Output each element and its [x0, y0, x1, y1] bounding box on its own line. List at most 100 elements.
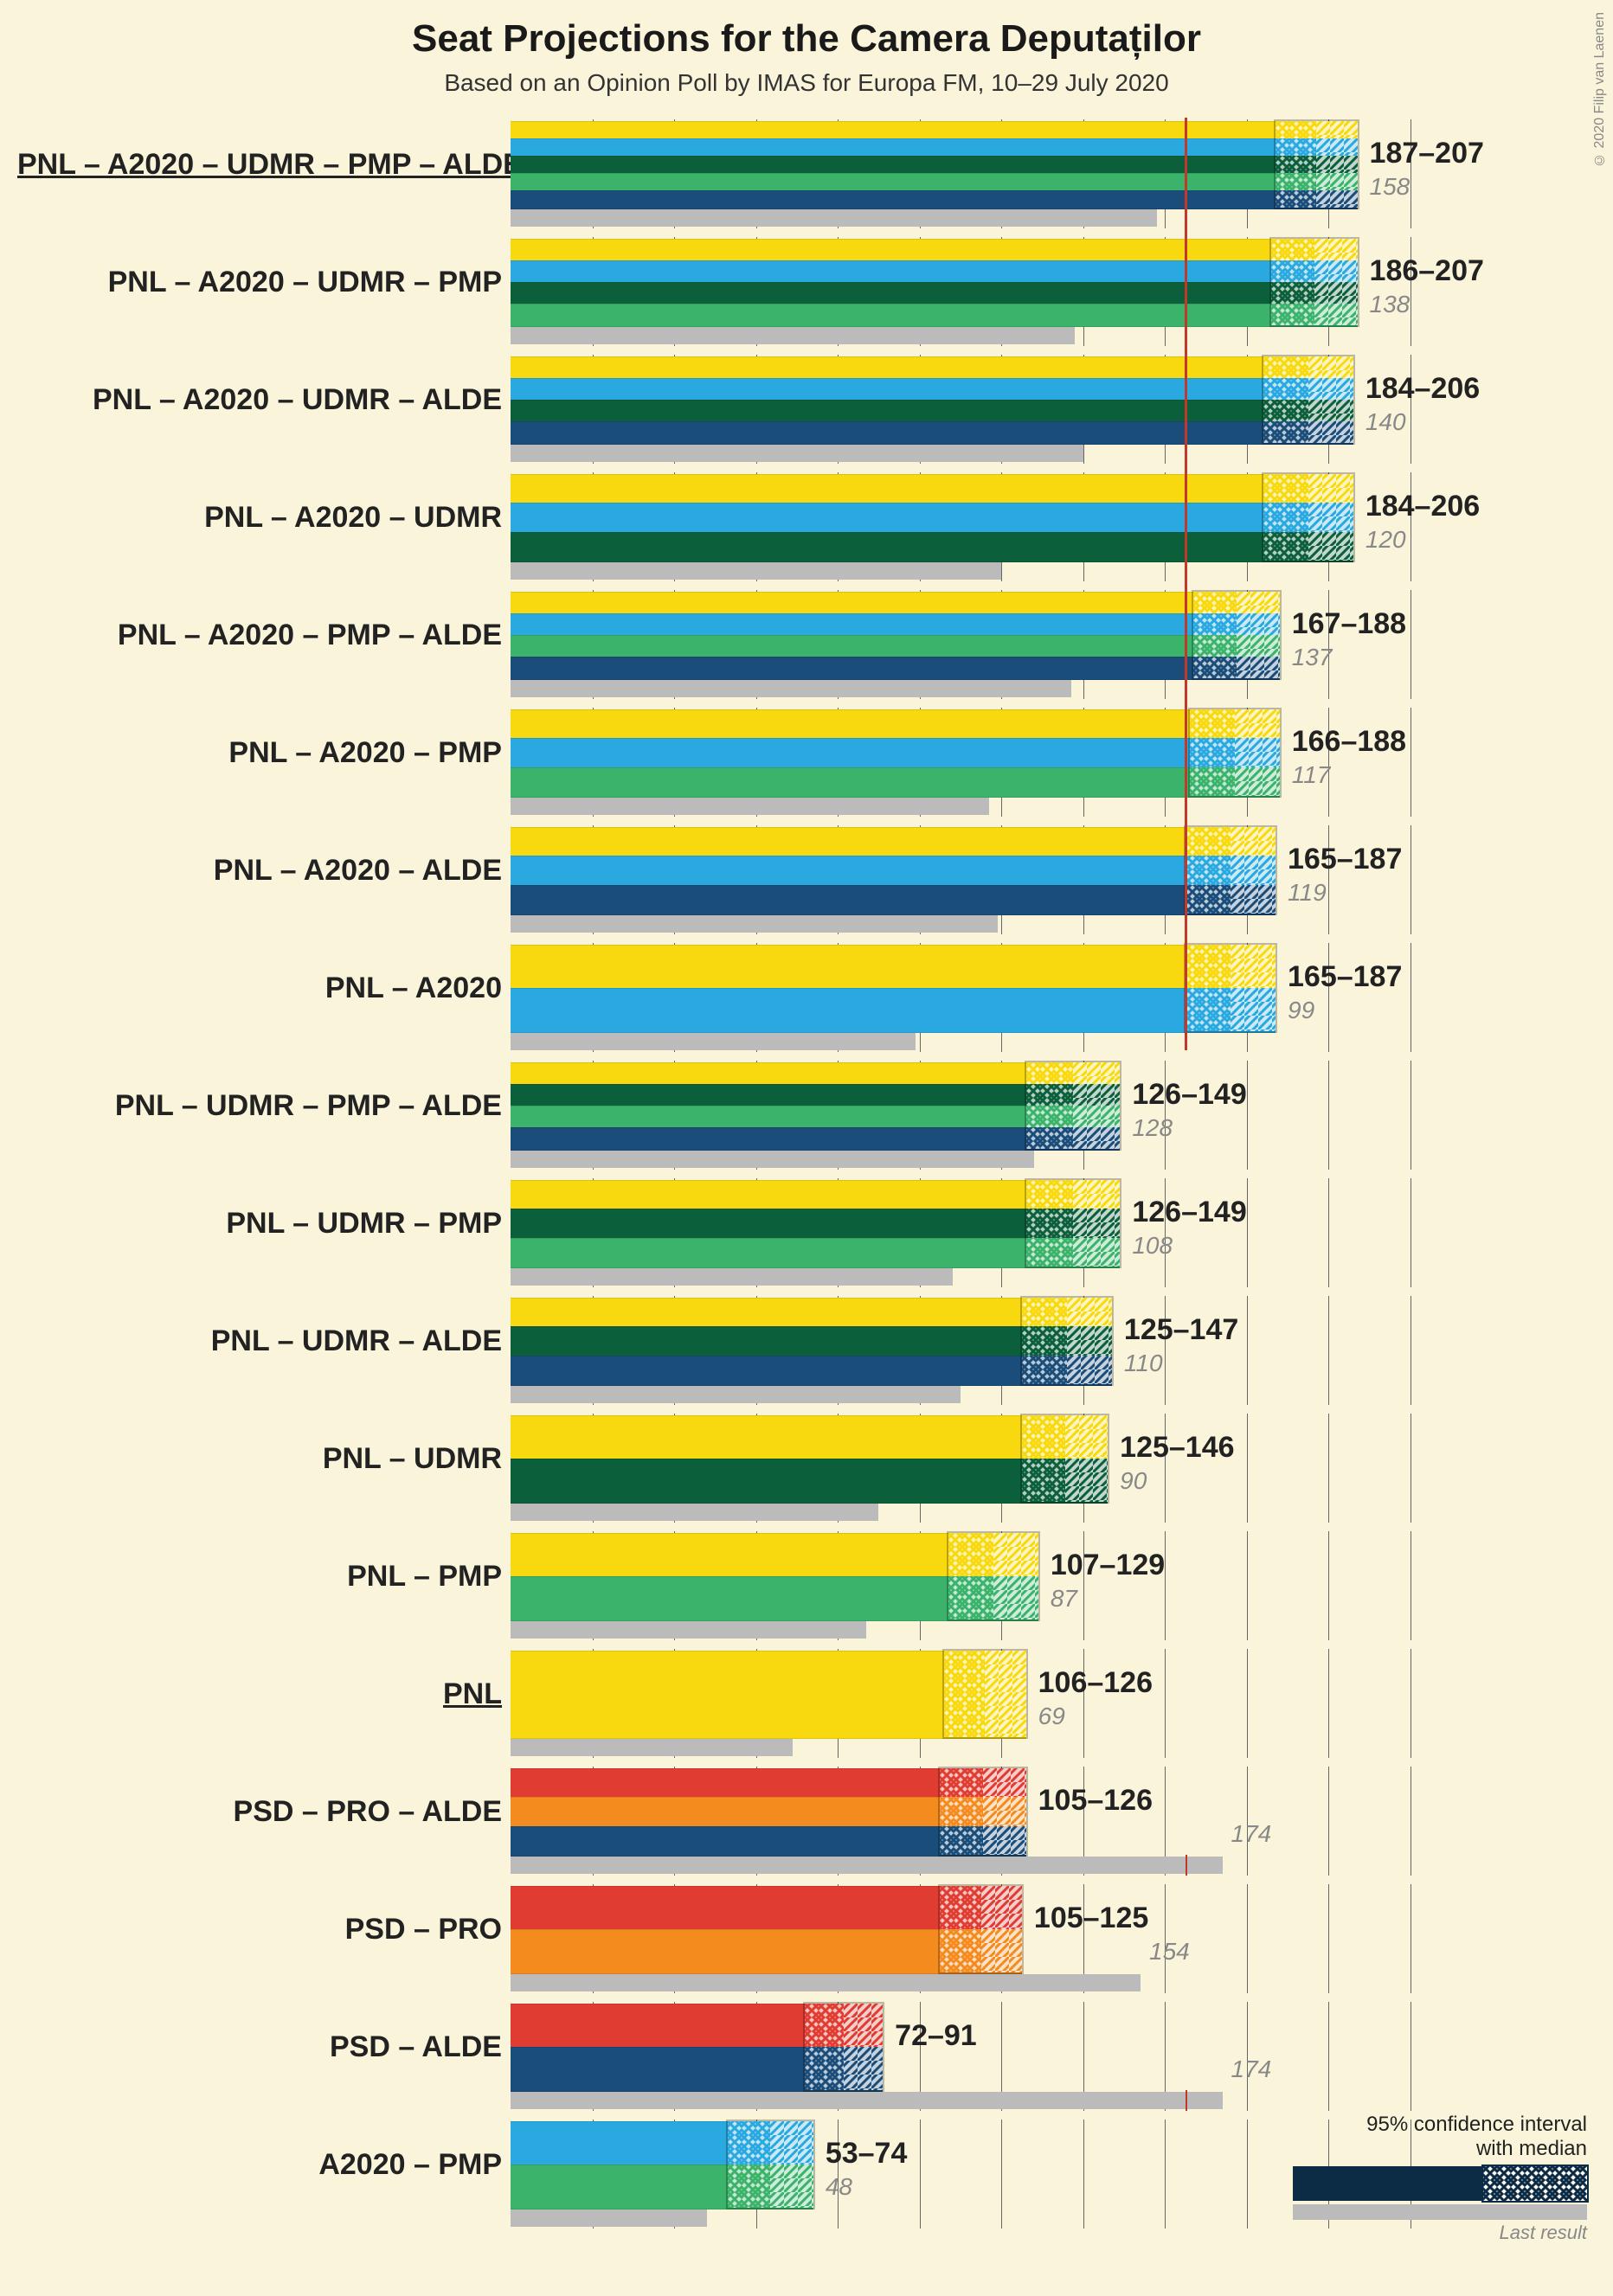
ci-low-hatch — [948, 1533, 993, 1576]
party-stripe — [511, 503, 1353, 533]
confidence-interval — [940, 1886, 1022, 1972]
last-result-bar — [511, 2092, 1223, 2109]
confidence-interval — [940, 1768, 1025, 1855]
ci-range-text: 105–126 — [1038, 1784, 1153, 1818]
coalition-bar — [511, 121, 1358, 208]
coalition-label: PNL – A2020 – PMP — [17, 709, 502, 796]
ci-high-hatch — [1065, 1415, 1109, 1459]
last-result-bar — [511, 1739, 793, 1756]
party-stripe — [511, 856, 1276, 886]
ci-low-hatch — [1022, 1298, 1067, 1326]
chart-legend: 95% confidence interval with median Last… — [1293, 2113, 1587, 2244]
ci-range-text: 166–188 — [1292, 725, 1406, 759]
ci-range-text: 184–206 — [1366, 372, 1480, 406]
coalition-row: PNL – A2020 – PMP – ALDE167–188137 — [511, 592, 1411, 709]
last-result-text: 154 — [1149, 1938, 1190, 1966]
ci-high-hatch — [1067, 1356, 1112, 1384]
ci-low-hatch — [1186, 988, 1231, 1031]
ci-high-hatch — [1073, 1084, 1120, 1106]
ci-low-hatch — [1276, 121, 1316, 138]
ci-low-hatch — [1026, 1062, 1073, 1084]
ci-high-hatch — [1073, 1238, 1120, 1267]
ci-range-text: 125–146 — [1120, 1431, 1234, 1465]
copyright-text: © 2020 Filip van Laenen — [1592, 12, 1608, 167]
party-stripe — [511, 400, 1353, 423]
ci-low-hatch — [1276, 156, 1316, 173]
ci-high-hatch — [1235, 709, 1280, 738]
ci-high-hatch — [844, 2047, 883, 2090]
ci-high-hatch — [1308, 532, 1353, 561]
coalition-row: PNL – A2020 – UDMR – PMP – ALDE187–20715… — [511, 121, 1411, 239]
confidence-interval — [1022, 1298, 1112, 1384]
ci-low-hatch — [1263, 503, 1308, 531]
coalition-bar — [511, 1415, 1108, 1502]
legend-last-label: Last result — [1293, 2222, 1587, 2244]
party-stripe — [511, 988, 1276, 1033]
ci-high-hatch — [1316, 138, 1357, 156]
party-stripe — [511, 239, 1358, 262]
ci-low-hatch — [1271, 304, 1314, 325]
coalition-label: PNL – UDMR – PMP — [17, 1180, 502, 1267]
last-result-bar — [511, 1504, 878, 1521]
ci-high-hatch — [1314, 282, 1358, 304]
ci-low-hatch — [1193, 592, 1237, 613]
confidence-interval — [728, 2121, 813, 2208]
ci-low-hatch — [1271, 260, 1314, 282]
last-result-text: 110 — [1124, 1350, 1163, 1377]
confidence-interval — [1186, 827, 1276, 914]
confidence-interval — [1271, 239, 1357, 325]
party-stripe — [511, 121, 1358, 140]
chart-rows: PNL – A2020 – UDMR – PMP – ALDE187–20715… — [511, 121, 1411, 2239]
ci-range-text: 186–207 — [1370, 254, 1484, 288]
ci-low-hatch — [1193, 657, 1237, 678]
coalition-row: PNL – A2020 – UDMR – ALDE184–206140 — [511, 356, 1411, 474]
ci-low-hatch — [940, 1886, 980, 1929]
ci-low-hatch — [1186, 856, 1231, 884]
party-stripe — [511, 738, 1280, 768]
ci-range-text: 126–149 — [1132, 1078, 1246, 1112]
coalition-bar — [511, 239, 1358, 325]
party-stripe — [511, 635, 1280, 658]
last-result-bar — [511, 915, 998, 933]
coalition-bar — [511, 945, 1276, 1031]
coalition-row: PNL – UDMR – PMP126–149108 — [511, 1180, 1411, 1298]
ci-range-text: 105–125 — [1034, 1902, 1148, 1935]
coalition-row: PNL – A2020 – UDMR – PMP186–207138 — [511, 239, 1411, 356]
ci-high-hatch — [993, 1576, 1038, 1619]
last-result-bar — [511, 445, 1083, 462]
ci-high-hatch — [1231, 885, 1276, 914]
party-stripe — [511, 356, 1353, 380]
last-result-bar — [511, 209, 1157, 227]
ci-low-hatch — [728, 2165, 771, 2208]
party-stripe — [511, 767, 1280, 798]
ci-high-hatch — [770, 2165, 813, 2208]
last-result-text: 174 — [1231, 1820, 1272, 1848]
last-result-bar — [511, 327, 1075, 344]
last-result-text: 140 — [1366, 408, 1406, 436]
ci-high-hatch — [1316, 121, 1357, 138]
ci-high-hatch — [981, 1886, 1022, 1929]
ci-high-hatch — [1308, 400, 1353, 421]
party-stripe — [511, 657, 1280, 680]
ci-high-hatch — [1308, 503, 1353, 531]
ci-low-hatch — [1263, 356, 1308, 378]
confidence-interval — [1263, 474, 1353, 561]
coalition-row: A2020 – PMP53–7448 — [511, 2121, 1411, 2239]
chart-subtitle: Based on an Opinion Poll by IMAS for Eur… — [0, 69, 1613, 97]
ci-low-hatch — [1193, 613, 1237, 635]
ci-high-hatch — [1308, 356, 1353, 378]
ci-high-hatch — [1235, 767, 1280, 796]
ci-low-hatch — [1190, 709, 1235, 738]
ci-low-hatch — [1263, 421, 1308, 443]
ci-high-hatch — [1314, 260, 1358, 282]
ci-high-hatch — [983, 1797, 1026, 1825]
coalition-row: PSD – PRO – ALDE105–126174 — [511, 1768, 1411, 1886]
party-stripe — [511, 945, 1276, 990]
ci-low-hatch — [1271, 239, 1314, 260]
ci-low-hatch — [1022, 1326, 1067, 1355]
ci-high-hatch — [1314, 304, 1358, 325]
coalition-row: PNL – A2020 – PMP166–188117 — [511, 709, 1411, 827]
coalition-bar — [511, 827, 1276, 914]
ci-low-hatch — [1271, 282, 1314, 304]
coalition-label: PNL – UDMR – PMP – ALDE — [17, 1062, 502, 1149]
